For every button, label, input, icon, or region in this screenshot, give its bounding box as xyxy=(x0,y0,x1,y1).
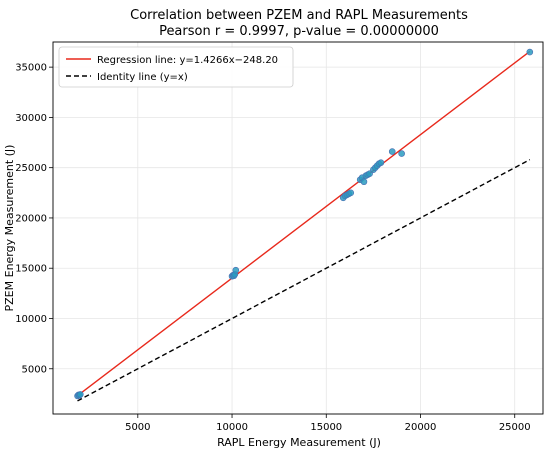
chart-title: Correlation between PZEM and RAPL Measur… xyxy=(130,8,468,23)
x-tick-label: 15000 xyxy=(310,422,342,433)
x-tick-label: 20000 xyxy=(405,422,437,433)
chart-subtitle: Pearson r = 0.9997, p-value = 0.00000000 xyxy=(159,24,439,39)
scatter-point xyxy=(398,150,405,157)
scatter-point xyxy=(388,148,396,155)
legend-box xyxy=(58,46,294,88)
line-layer xyxy=(77,50,531,402)
y-tick-label: 30000 xyxy=(15,113,47,124)
x-tick-label: 5000 xyxy=(125,422,150,433)
legend: Regression line: y=1.4266x−248.20 Identi… xyxy=(58,46,294,88)
scatter-point xyxy=(347,189,355,197)
y-tick-label: 25000 xyxy=(15,163,47,174)
regression-line xyxy=(77,50,531,397)
scatter-point xyxy=(232,266,240,274)
scatter-point xyxy=(526,48,534,56)
y-tick-label: 15000 xyxy=(15,264,47,275)
x-tick-label: 10000 xyxy=(216,422,248,433)
identity-line xyxy=(77,159,531,402)
scatter-point xyxy=(77,391,84,398)
y-tick-label: 35000 xyxy=(15,63,47,74)
scatter-point xyxy=(360,178,368,186)
y-tick-label: 10000 xyxy=(15,314,47,325)
scatter-point xyxy=(377,159,385,166)
plot-frame xyxy=(52,41,544,415)
scatter-point xyxy=(366,170,373,178)
x-tick-label: 25000 xyxy=(499,422,531,433)
scatter-points xyxy=(74,48,534,400)
y-axis-label: PZEM Energy Measurement (J) xyxy=(3,145,16,312)
legend-identity-label: Identity line (y=x) xyxy=(97,72,188,83)
x-axis-label: RAPL Energy Measurement (J) xyxy=(217,436,381,449)
y-tick-label: 20000 xyxy=(15,213,47,224)
y-tick-label: 5000 xyxy=(22,364,47,375)
y-axis-ticks: 5000 10000 15000 20000 25000 30000 35000 xyxy=(15,63,53,375)
x-axis-ticks: 5000 10000 15000 20000 25000 xyxy=(125,414,531,433)
legend-regression-label: Regression line: y=1.4266x−248.20 xyxy=(97,55,278,66)
